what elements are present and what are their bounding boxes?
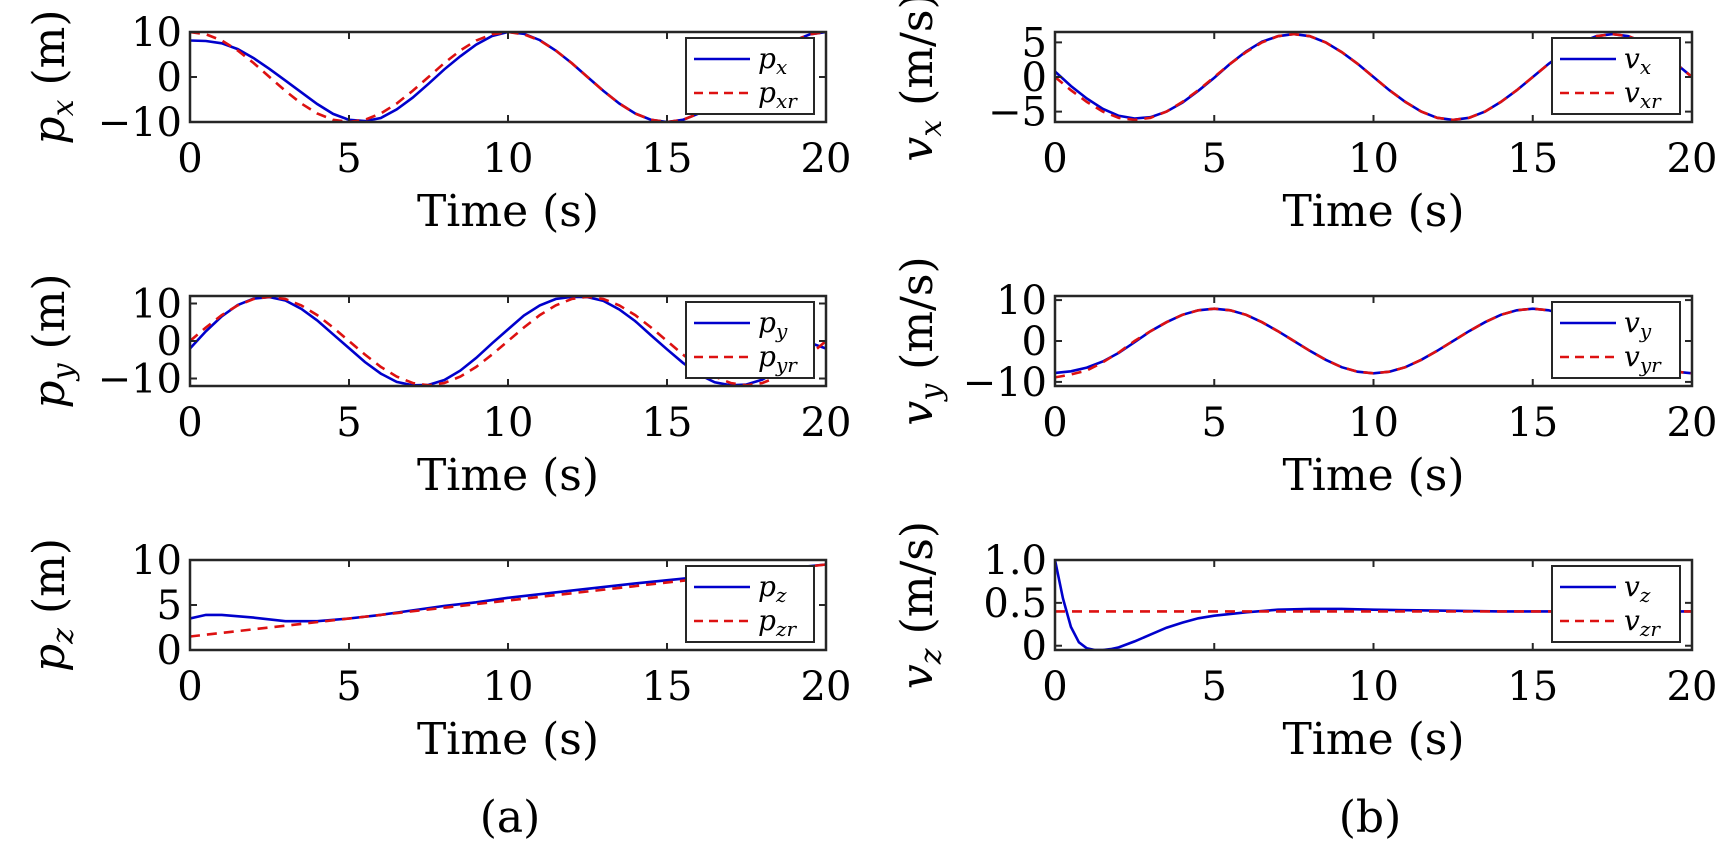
xlabel-vy: Time (s)	[1282, 450, 1464, 501]
series-py-actual	[190, 296, 826, 386]
ytick-label: −10	[98, 100, 182, 146]
xtick-label: 15	[1507, 664, 1558, 710]
xtick-label: 0	[177, 136, 202, 182]
xlabel-vx: Time (s)	[1282, 186, 1464, 237]
series-py-reference	[190, 296, 826, 386]
xtick-label: 15	[642, 136, 693, 182]
legend-entry: vxr	[1624, 76, 1662, 113]
legend-entry: pz	[758, 570, 787, 607]
subfigure-label-a: (a)	[480, 792, 541, 843]
xtick-label: 10	[483, 136, 534, 182]
ytick-label: 5	[157, 583, 182, 629]
xtick-label: 10	[1348, 664, 1399, 710]
xlabel-py: Time (s)	[417, 450, 599, 501]
xtick-label: 20	[801, 664, 852, 710]
legend-entry: vz	[1624, 570, 1651, 607]
xlabel-pz: Time (s)	[417, 714, 599, 765]
xtick-label: 10	[1348, 136, 1399, 182]
legend-box	[685, 565, 815, 643]
ytick-label: −10	[98, 357, 182, 403]
subfigure-label-b: (b)	[1339, 792, 1402, 843]
legend-box	[685, 37, 815, 115]
xtick-label: 15	[642, 664, 693, 710]
ytick-label: 10	[131, 538, 182, 584]
legend-entry: pxr	[758, 76, 798, 113]
legend-box	[1551, 565, 1681, 643]
ylabel-px: px (m)	[24, 9, 81, 144]
xtick-label: 0	[177, 400, 202, 446]
xtick-label: 5	[1202, 136, 1227, 182]
xtick-label: 10	[483, 400, 534, 446]
ytick-label: 10	[131, 282, 182, 328]
xtick-label: 5	[336, 400, 361, 446]
xtick-label: 15	[1507, 400, 1558, 446]
ytick-label: 0	[1022, 55, 1047, 101]
ytick-label: 0.5	[983, 581, 1047, 627]
ytick-label: 0	[157, 628, 182, 674]
legend-entry: vy	[1624, 306, 1652, 343]
legend-entry: px	[758, 42, 787, 79]
ytick-label: 10	[131, 10, 182, 56]
ytick-label: 10	[996, 278, 1047, 324]
legend-box	[1551, 37, 1681, 115]
xtick-label: 5	[336, 664, 361, 710]
ytick-label: −10	[963, 360, 1047, 406]
xtick-label: 5	[336, 136, 361, 182]
ytick-label: 0	[157, 55, 182, 101]
xtick-label: 5	[1202, 400, 1227, 446]
xtick-label: 0	[177, 664, 202, 710]
ylabel-pz: pz (m)	[24, 538, 81, 672]
xtick-label: 0	[1042, 400, 1067, 446]
xlabel-px: Time (s)	[417, 186, 599, 237]
ytick-label: 0	[1022, 624, 1047, 670]
legend-entry: vyr	[1624, 340, 1662, 377]
xtick-label: 20	[1667, 136, 1718, 182]
xtick-label: 15	[1507, 136, 1558, 182]
ytick-label: −5	[988, 90, 1047, 136]
xtick-label: 0	[1042, 664, 1067, 710]
legend-entry: vx	[1624, 42, 1651, 79]
xtick-label: 10	[483, 664, 534, 710]
ylabel-vy: vy (m/s)	[892, 256, 949, 425]
xtick-label: 5	[1202, 664, 1227, 710]
ytick-label: 1.0	[983, 538, 1047, 584]
xtick-label: 20	[801, 136, 852, 182]
ylabel-py: py (m)	[24, 273, 81, 408]
xtick-label: 20	[1667, 664, 1718, 710]
legend-entry: pzr	[758, 604, 797, 641]
legend-entry: pyr	[758, 340, 798, 377]
xtick-label: 20	[801, 400, 852, 446]
ytick-label: 5	[1022, 20, 1047, 66]
xtick-label: 0	[1042, 136, 1067, 182]
xtick-label: 20	[1667, 400, 1718, 446]
xtick-label: 15	[642, 400, 693, 446]
xtick-label: 10	[1348, 400, 1399, 446]
xlabel-vz: Time (s)	[1282, 714, 1464, 765]
legend-box	[685, 301, 815, 379]
legend-box	[1551, 301, 1681, 379]
ytick-label: 0	[1022, 319, 1047, 365]
legend-entry: py	[758, 306, 788, 343]
legend-entry: vzr	[1624, 604, 1661, 641]
ylabel-vx: vx (m/s)	[892, 0, 949, 162]
ytick-label: 0	[157, 319, 182, 365]
ylabel-vz: vz (m/s)	[892, 521, 949, 689]
